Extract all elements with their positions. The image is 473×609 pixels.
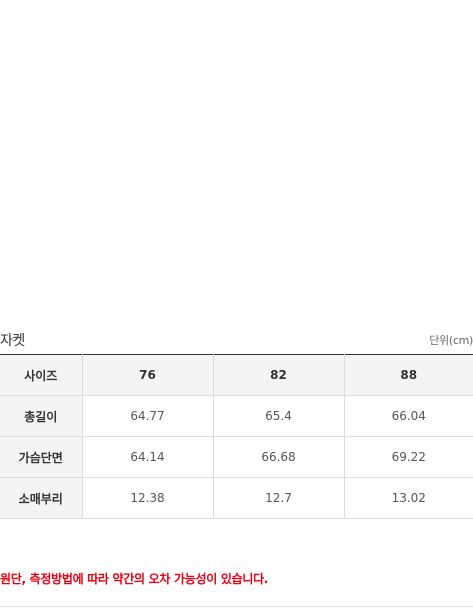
divider	[0, 606, 473, 607]
table-cell: 64.77	[81, 395, 213, 437]
table-row: 소매부리 12.38 12.7 13.02	[0, 477, 473, 519]
measurement-notice: 원단, 측정방법에 따라 약간의 오차 가능성이 있습니다.	[0, 572, 269, 586]
size-guide-header: 자켓 단위(cm)	[0, 326, 473, 354]
table-cell: 65.4	[212, 395, 344, 437]
table-cell: 66.68	[212, 436, 344, 478]
table-row: 총길이 64.77 65.4 66.04	[0, 395, 473, 437]
table-cell: 69.22	[343, 436, 473, 478]
header-cell-size: 사이즈	[0, 354, 82, 396]
table-cell: 13.02	[343, 477, 473, 519]
table-cell: 12.7	[212, 477, 344, 519]
table-row: 가슴단면 64.14 66.68 69.22	[0, 436, 473, 478]
table-header-row: 사이즈 76 82 88	[0, 354, 473, 396]
size-guide-section: 자켓 단위(cm) 사이즈 76 82 88 총길이 64.77 65.4 66…	[0, 326, 473, 519]
header-cell-82: 82	[212, 354, 344, 396]
unit-label: 단위(cm)	[429, 334, 473, 347]
table-cell: 64.14	[81, 436, 213, 478]
header-cell-88: 88	[343, 354, 473, 396]
size-table: 사이즈 76 82 88 총길이 64.77 65.4 66.04 가슴단면 6…	[0, 354, 473, 519]
row-label: 가슴단면	[0, 436, 82, 478]
row-label: 총길이	[0, 395, 82, 437]
header-cell-76: 76	[81, 354, 213, 396]
table-cell: 12.38	[81, 477, 213, 519]
table-cell: 66.04	[343, 395, 473, 437]
row-label: 소매부리	[0, 477, 82, 519]
size-guide-title: 자켓	[0, 333, 25, 349]
